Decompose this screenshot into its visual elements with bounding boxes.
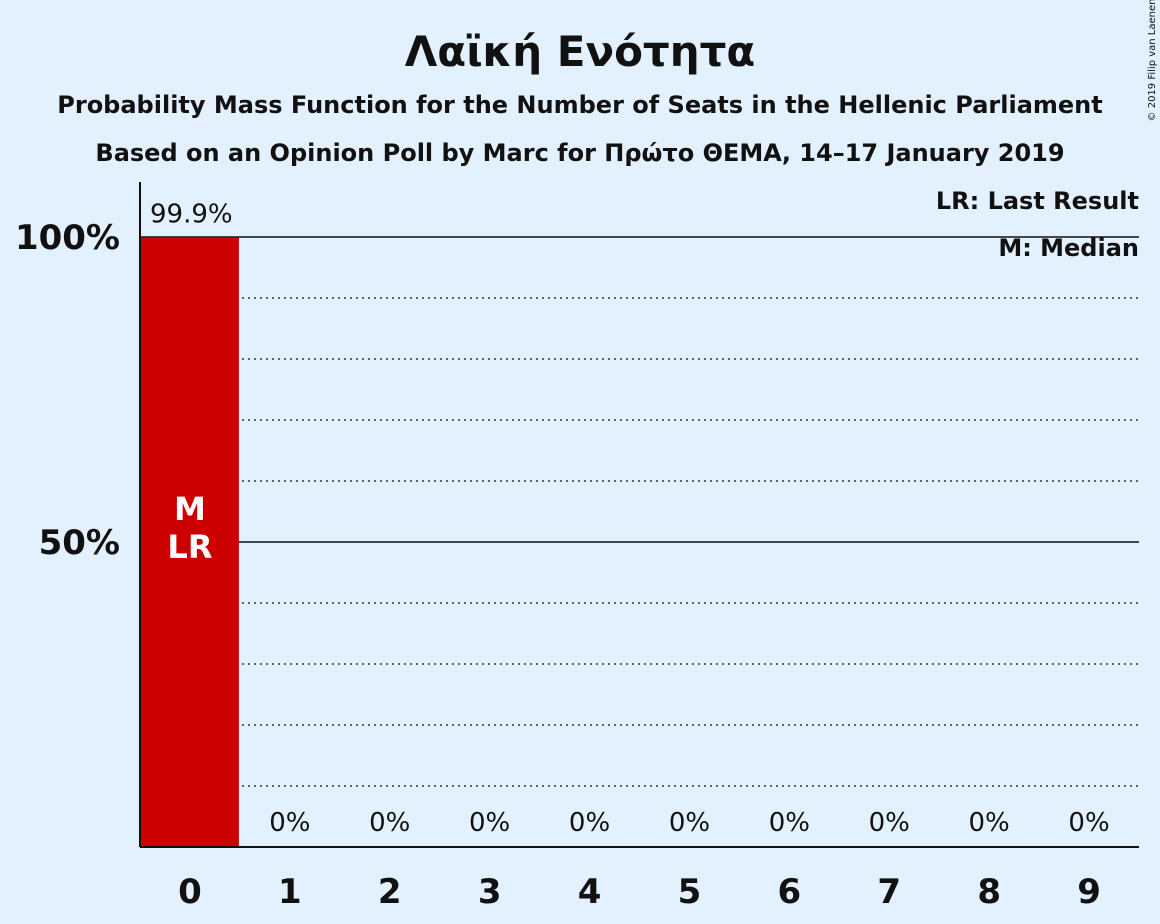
data-label: 0%	[569, 808, 610, 838]
x-tick-label: 5	[678, 872, 702, 912]
x-tick-label: 7	[877, 872, 901, 912]
grid-layer	[140, 236, 1139, 787]
data-label: 0%	[969, 808, 1010, 838]
bars-layer	[140, 237, 239, 848]
data-label: 0%	[269, 808, 310, 838]
legend-item-median: M: Median	[998, 234, 1139, 262]
bar-marker-text: LR	[167, 528, 212, 566]
x-tick-label: 2	[378, 872, 402, 912]
labels-layer: 99.9% MLR 0% 0% 0% 0% 0% 0% 0% 0% 0%	[150, 200, 1110, 838]
x-tick-label: 4	[578, 872, 602, 912]
data-label: 0%	[869, 808, 910, 838]
data-label: 0%	[469, 808, 510, 838]
x-tick-label: 3	[478, 872, 502, 912]
x-tick-label: 1	[278, 872, 302, 912]
data-label: 0%	[369, 808, 410, 838]
axes-layer: 50% 100% 0 1 2 3 4 5 6 7 8 9	[15, 182, 1139, 912]
bar-marker-text: M	[174, 490, 206, 528]
x-tick-label: 6	[778, 872, 802, 912]
data-label: 0%	[769, 808, 810, 838]
copyright-text: © 2019 Filip van Laenen	[1147, 0, 1158, 121]
y-tick-label: 50%	[39, 523, 120, 563]
legend-item-last-result: LR: Last Result	[936, 187, 1139, 215]
chart-title: Λαϊκή Ενότητα	[405, 27, 756, 76]
y-tick-label: 100%	[15, 218, 120, 258]
data-label: 99.9%	[150, 200, 233, 230]
legend: LR: Last Result M: Median	[936, 187, 1139, 262]
x-tick-label: 8	[977, 872, 1001, 912]
data-label: 0%	[669, 808, 710, 838]
x-tick-label: 9	[1077, 872, 1101, 912]
x-tick-label: 0	[178, 872, 202, 912]
data-label: 0%	[1068, 808, 1109, 838]
chart-subtitle-2: Based on an Opinion Poll by Marc for Πρώ…	[95, 139, 1064, 167]
bar	[140, 237, 239, 848]
chart-subtitle: Probability Mass Function for the Number…	[57, 91, 1102, 119]
